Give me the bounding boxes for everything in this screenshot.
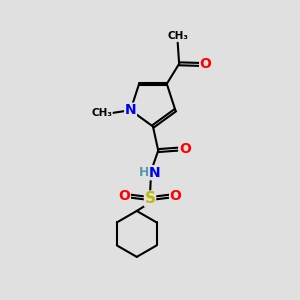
Text: N: N	[125, 103, 136, 117]
Text: O: O	[200, 57, 212, 71]
Text: O: O	[118, 189, 130, 203]
Text: N: N	[149, 166, 161, 180]
Text: H: H	[139, 166, 149, 179]
Text: O: O	[170, 189, 182, 203]
Text: S: S	[145, 191, 155, 206]
Text: CH₃: CH₃	[167, 31, 188, 41]
Text: CH₃: CH₃	[91, 108, 112, 118]
Text: O: O	[179, 142, 191, 156]
